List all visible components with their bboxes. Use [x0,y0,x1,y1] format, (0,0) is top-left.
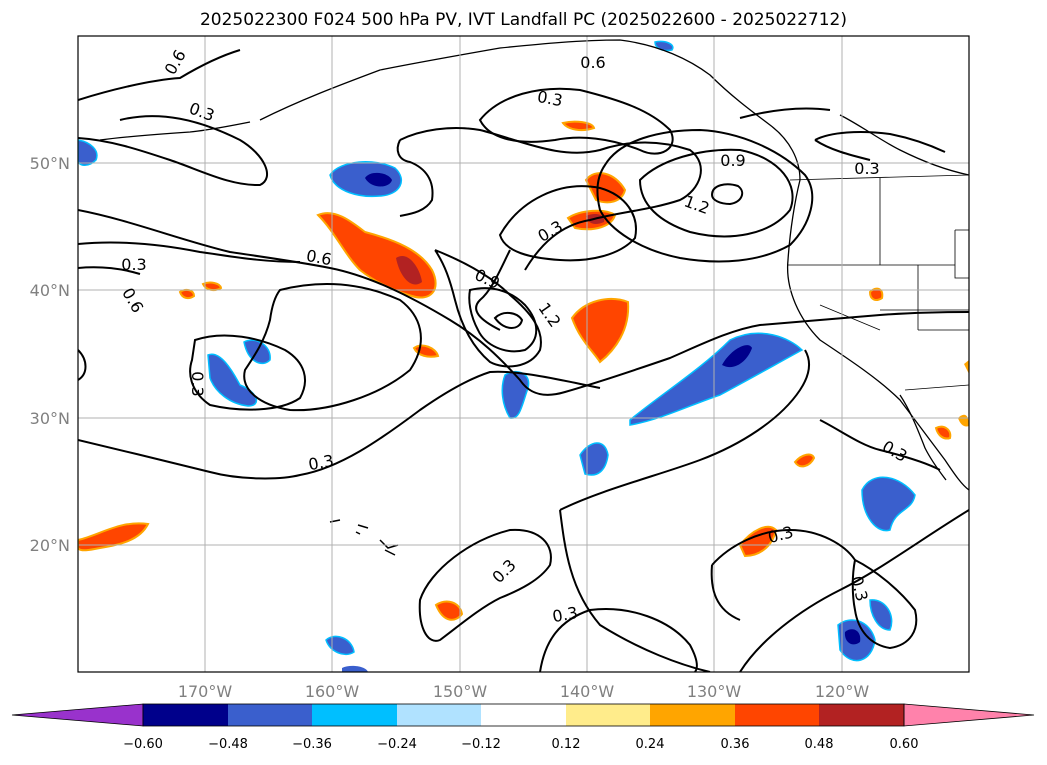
colorbar-bin [312,704,397,726]
colorbar-frame [142,703,905,727]
colorbar-bin [819,704,904,726]
lon-tick-label: 120°W [815,682,870,701]
colorbar-tick-label: −0.60 [123,737,163,752]
coastline-aleutians [99,121,251,141]
colorbar-tick-label: −0.24 [377,737,417,752]
colorbar-extend-low [11,703,144,727]
colorbar-tick-label: 0.48 [805,737,834,752]
colorbar-bin [566,704,650,726]
colorbar: −0.60 −0.48 −0.36 −0.24 −0.12 0.12 0.24 … [11,703,1035,752]
pv-neg-region [342,665,368,672]
pv-neg-core [365,172,392,187]
latitude-labels: 50°N 40°N 30°N 20°N [30,154,70,555]
hawaii [329,519,399,556]
pv-neg-region [207,353,258,407]
pv-pos-region [964,360,969,374]
colorbar-tick-label: 0.24 [636,737,665,752]
colorbar-bin [481,704,566,726]
contour-label: 0.3 [854,159,879,178]
lat-tick-label: 30°N [30,409,70,428]
lon-tick-label: 170°W [178,682,233,701]
coastline-baja [899,394,947,481]
lat-tick-label: 40°N [30,281,70,300]
contour-label: 0.3 [307,451,335,474]
pv-pos-region [178,288,196,300]
pv-neg-region [861,476,916,532]
lat-tick-label: 20°N [30,536,70,555]
colorbar-extend-high [903,703,1035,727]
colorbar-bin [397,704,481,726]
contour-label: 0.3 [121,255,146,274]
colorbar-tick-label: 0.60 [890,737,919,752]
lon-tick-label: 140°W [560,682,615,701]
pv-pos-region [934,425,952,440]
pv-neg-region [629,332,804,426]
contour-label: 0.6 [580,53,605,72]
pv-pos-region [434,600,464,621]
lat-tick-label: 50°N [30,154,70,173]
coastline-na [259,39,969,491]
colorbar-tick-label: 0.12 [552,737,581,752]
lon-tick-label: 160°W [305,682,360,701]
pv-neg-region [329,161,402,198]
colorbar-bin [650,704,735,726]
contour-label: 0.9 [720,151,745,170]
pv-neg-core [722,345,752,368]
pv-pos-core [396,256,422,285]
contour-label: 0.3 [188,371,207,396]
pv-pos-region [793,453,816,468]
coastlines [99,39,969,556]
graticule [78,36,969,672]
longitude-labels: 170°W 160°W 150°W 140°W 130°W 120°W [178,682,870,701]
colorbar-tick-label: 0.36 [721,737,750,752]
coastline-canada [839,114,969,176]
pv-neg-region [869,599,893,631]
pv-pos-region [78,522,150,552]
lon-tick-label: 150°W [433,682,488,701]
pv-pos-region [561,120,596,132]
contour-label: 0.3 [551,603,579,626]
map-frame [77,35,970,673]
colorbar-bin [735,704,819,726]
lon-tick-label: 130°W [687,682,742,701]
colorbar-tick-label: −0.12 [461,737,501,752]
pv-pos-region [201,281,223,292]
map-title: 2025022300 F024 500 hPa PV, IVT Landfall… [199,10,847,30]
colorbar-bin [143,704,228,726]
pv-pos-region [868,287,884,301]
pv-neg-core [844,629,861,645]
state-borders [788,174,969,279]
colorbar-tick-label: −0.36 [292,737,332,752]
contour-label: 0.6 [305,246,333,269]
contour-label: 0.3 [536,87,564,110]
colorbar-tick-label: −0.48 [208,737,248,752]
ivt-contours [78,49,969,672]
colorbar-bin [228,704,312,726]
